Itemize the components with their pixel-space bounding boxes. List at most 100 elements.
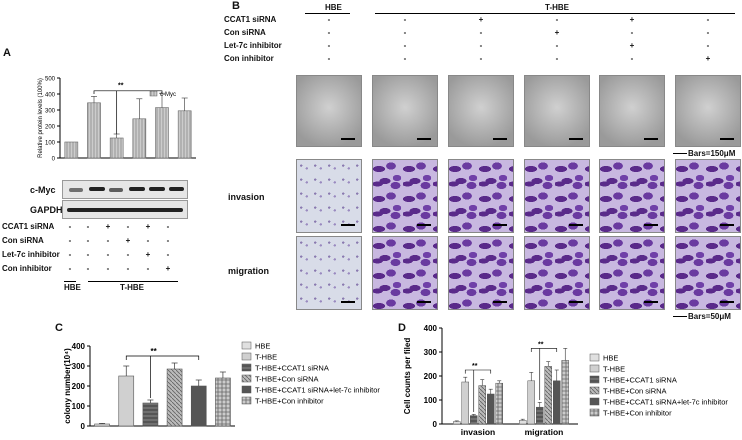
- panel-a-row-label: Con inhibitor: [2, 264, 52, 273]
- panel-d-bar: [461, 381, 469, 425]
- panel-a-cell: -: [68, 222, 72, 231]
- panel-b-group-thbe: T-HBE: [545, 3, 569, 12]
- panel-a-y-tick-label: 100: [45, 141, 56, 147]
- panel-b-row-label: Let-7c inhibitor: [224, 41, 282, 50]
- panel-c-y-tick-label: 200: [72, 382, 86, 391]
- panel-b-cell: -: [706, 41, 710, 50]
- panel-a-cell: -: [166, 236, 170, 245]
- panel-d-legend-label: T-HBE+Con inhibitor: [603, 409, 672, 418]
- panel-a-cell: -: [68, 236, 72, 245]
- panel-c-bar: [215, 377, 231, 427]
- panel-d-x-tick-label: invasion: [461, 427, 495, 437]
- panel-b-cell: -: [479, 41, 483, 50]
- scale-bar-legend-2: [673, 316, 687, 317]
- panel-a-cell: +: [125, 236, 131, 245]
- panel-a-group-hbe: HBE: [64, 283, 81, 292]
- scale-bar: [493, 138, 507, 140]
- panel-a-bar: [177, 110, 192, 159]
- panel-c-bar: [166, 368, 183, 427]
- invasion-image: [599, 159, 665, 233]
- panel-d-bar: [561, 360, 569, 425]
- blot-cmyc: [62, 180, 188, 199]
- panel-b-cell: -: [555, 15, 559, 24]
- scale-bar: [720, 138, 734, 140]
- panel-b-thbe-line: [375, 13, 735, 14]
- blot-label-cmyc: c-Myc: [30, 185, 56, 195]
- panel-d-legend-label: T-HBE: [603, 365, 625, 374]
- panel-d-y-tick-label: 0: [433, 420, 438, 429]
- panel-b-cell: -: [555, 41, 559, 50]
- panel-d-bar: [470, 415, 478, 425]
- migration-image: [296, 236, 362, 310]
- panel-b-cell: -: [327, 15, 331, 24]
- panel-b-cell: +: [705, 54, 711, 63]
- panel-a-row-label: CCAT1 siRNA: [2, 222, 55, 231]
- panel-c-sig-bracket: [125, 355, 200, 360]
- panel-b-cell: -: [403, 54, 407, 63]
- panel-a-cell: -: [68, 250, 72, 259]
- panel-a-row-label: Let-7c inhibitor: [2, 250, 60, 259]
- panel-label-d: D: [398, 322, 406, 334]
- panel-b-row-label: Con siRNA: [224, 28, 266, 37]
- panel-d-legend-swatch: [589, 386, 600, 395]
- panel-c-y-tick-label: 100: [72, 402, 86, 411]
- panel-a-cell: -: [126, 222, 130, 231]
- panel-d-sig-label: **: [472, 363, 478, 370]
- panel-d-legend-label: T-HBE+CCAT1 siRNA: [603, 376, 677, 385]
- panel-a-y-tick-label: 0: [52, 157, 56, 163]
- panel-d-legend-swatch: [589, 397, 600, 406]
- scale-bar-legend-1: [673, 153, 687, 154]
- panel-label-b: B: [232, 0, 240, 12]
- panel-c-bar: [118, 375, 135, 427]
- panel-a-cell: -: [166, 250, 170, 259]
- panel-c-legend-swatch: [241, 352, 252, 361]
- panel-a-cell: -: [86, 250, 90, 259]
- panel-a-bar: [109, 137, 124, 159]
- panel-a-y-tick-label: 500: [45, 77, 56, 83]
- panel-label-a: A: [3, 47, 11, 59]
- panel-c-legend-swatch: [241, 341, 252, 350]
- panel-d-bar: [495, 382, 503, 425]
- panel-a-bar: [132, 118, 147, 159]
- panel-a-sig-label: **: [118, 83, 124, 90]
- panel-b-cell: +: [629, 41, 635, 50]
- panel-a-cell: +: [145, 222, 151, 231]
- panel-d-sig-bracket: [530, 348, 558, 352]
- scale-bar: [644, 138, 658, 140]
- panel-a-cell: +: [105, 222, 111, 231]
- panel-d-bar: [544, 366, 552, 425]
- scale-bar: [341, 138, 355, 140]
- scale-bar: [720, 301, 734, 303]
- panel-d-y-tick-label: 300: [424, 348, 438, 357]
- panel-a-bar: [155, 107, 169, 159]
- panel-b-cell: -: [327, 28, 331, 37]
- panel-b-group-hbe: HBE: [325, 3, 342, 12]
- panel-a-cell: -: [126, 250, 130, 259]
- migration-image: [675, 236, 741, 310]
- panel-d-legend-label: T-HBE+Con siRNA: [603, 387, 667, 396]
- panel-c-y-tick-label: 400: [72, 342, 86, 351]
- panel-c-legend-label: HBE: [255, 342, 270, 351]
- scale-bar: [569, 138, 583, 140]
- colony-image: [372, 75, 438, 147]
- migration-image: [599, 236, 665, 310]
- panel-c-legend-swatch: [241, 363, 252, 372]
- panel-a-y-tick-label: 400: [45, 93, 56, 99]
- panel-b-cell: -: [479, 54, 483, 63]
- colony-image: [448, 75, 514, 147]
- panel-d-legend-label: T-HBE+CCAT1 siRNA+let-7c inhibitor: [603, 398, 728, 407]
- panel-b-cell: +: [478, 15, 484, 24]
- panel-b-cell: -: [403, 15, 407, 24]
- colony-image: [599, 75, 665, 147]
- panel-b-cell: -: [555, 54, 559, 63]
- panel-a-group-thbe: T-HBE: [120, 283, 144, 292]
- panel-a-cell: -: [126, 264, 130, 273]
- panel-a-cell: -: [106, 264, 110, 273]
- panel-b-cell: -: [327, 54, 331, 63]
- scale-bar: [644, 224, 658, 226]
- panel-a-thbe-line: [88, 281, 178, 282]
- panel-a-legend-label: c-Myc: [160, 92, 176, 98]
- panel-a-cell: -: [86, 264, 90, 273]
- panel-a-cell: -: [146, 264, 150, 273]
